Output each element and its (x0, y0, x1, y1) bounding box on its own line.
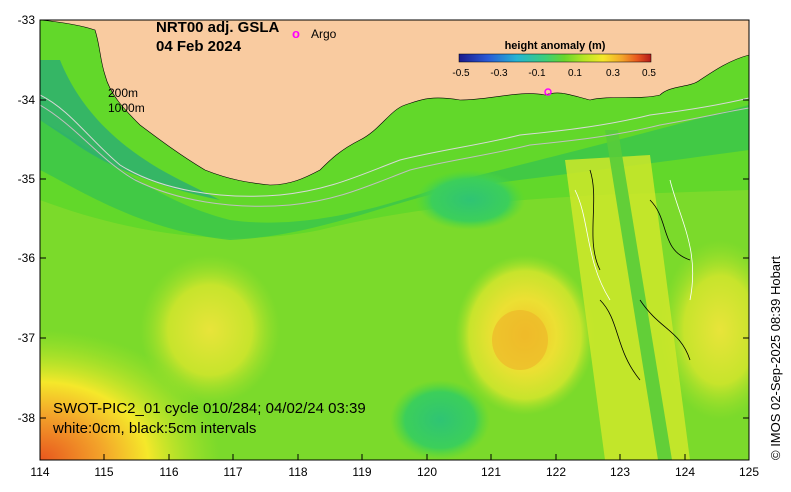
argo-legend-label: Argo (311, 27, 337, 41)
warm-core (492, 310, 548, 370)
swot-description: SWOT-PIC2_01 cycle 010/284; 04/02/24 03:… (53, 400, 366, 417)
swot-contour-white (574, 179, 694, 301)
y-tick-label: -36 (18, 251, 36, 265)
isobath-200m (40, 94, 749, 197)
x-tick-label: 124 (675, 465, 695, 479)
imos-credit: © IMOS 02-Sep-2025 08:39 Hobart (768, 256, 783, 460)
swot-contour-key: white:0cm, black:5cm intervals (52, 420, 256, 437)
ocean-field (40, 20, 749, 460)
x-tick-label: 119 (352, 465, 371, 479)
x-tick-label: 117 (223, 465, 242, 479)
x-tick-label: 115 (94, 465, 113, 479)
warm-corner-sw (40, 330, 220, 460)
cool-anomaly-south (390, 380, 490, 460)
colorbar-tick: 0.5 (642, 68, 656, 79)
y-tick-label: -33 (18, 13, 36, 27)
x-tick-label: 123 (610, 465, 630, 479)
plot-frame (39, 19, 750, 461)
y-tick-label: -34 (18, 93, 36, 107)
colorbar-tick: -0.3 (490, 68, 508, 79)
colorbar-tick: 0.3 (606, 68, 620, 79)
y-tick-label: -38 (18, 411, 36, 425)
date-title: 04 Feb 2024 (156, 38, 242, 55)
argo-legend-symbol: o (292, 26, 300, 41)
isobath-label-200m: 200m (108, 86, 138, 100)
colorbar: height anomaly (m) -0.5 -0.3 -0.1 0.1 0.… (452, 40, 656, 79)
isobath-1000m (40, 104, 749, 207)
y-axis: -33 -34 -35 -36 -37 -38 (18, 13, 749, 425)
x-tick-label: 116 (159, 465, 178, 479)
colorbar-gradient (458, 53, 652, 63)
isobath-label-1000m: 1000m (108, 101, 145, 115)
swot-contour-black (589, 169, 691, 381)
x-axis: 114 115 116 117 118 119 120 121 122 123 … (30, 454, 759, 479)
colorbar-title: height anomaly (m) (505, 40, 606, 52)
colorbar-tick: -0.5 (452, 68, 470, 79)
x-tick-label: 118 (288, 465, 307, 479)
x-tick-label: 121 (481, 465, 501, 479)
deep-shelf-patch (40, 60, 220, 200)
colorbar-tick: 0.1 (568, 68, 582, 79)
x-tick-label: 122 (546, 465, 566, 479)
x-tick-label: 125 (739, 465, 759, 479)
warm-anomaly-east (660, 240, 749, 420)
colorbar-tick: -0.1 (528, 68, 546, 79)
argo-float-marker[interactable] (544, 88, 552, 96)
y-tick-label: -35 (18, 172, 36, 186)
product-title: NRT00 adj. GSLA (156, 19, 280, 36)
cool-anomaly-north (415, 170, 525, 230)
y-tick-label: -37 (18, 331, 36, 345)
swot-nadir-gap (605, 130, 672, 460)
x-tick-label: 120 (417, 465, 437, 479)
x-tick-label: 114 (30, 465, 49, 479)
